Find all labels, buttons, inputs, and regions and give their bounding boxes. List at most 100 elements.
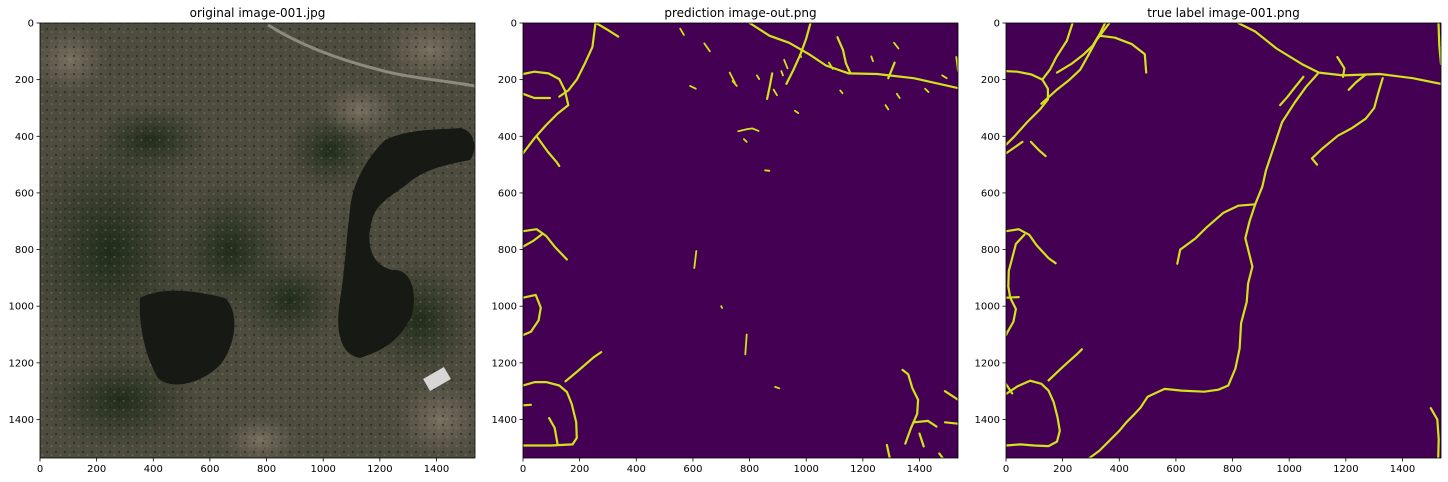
road-fragment: [884, 104, 890, 111]
road-segment: [1006, 140, 1024, 155]
road-fragment: [780, 70, 784, 77]
road-segment: [558, 23, 597, 98]
road-fragment: [743, 138, 748, 143]
x-tick-label: 400: [627, 464, 646, 475]
road-segment: [938, 452, 944, 458]
panel-title: true label image-001.png: [1147, 6, 1300, 20]
x-tick-label: 0: [1003, 464, 1009, 475]
y-tick-label: 400: [498, 132, 517, 143]
road-segment: [1310, 77, 1384, 166]
road-segment: [1055, 23, 1107, 74]
road-segment: [1347, 73, 1367, 91]
y-tick-label: 0: [28, 19, 34, 30]
prediction-mask: [523, 23, 958, 458]
building: [423, 366, 451, 392]
road-segment: [523, 92, 552, 100]
x-tick-label: 400: [144, 464, 163, 475]
y-tick-label: 800: [498, 245, 517, 256]
y-tick-label: 600: [498, 188, 517, 199]
x-tick-label: 0: [520, 464, 526, 475]
road-fragment: [737, 127, 760, 133]
x-tick-label: 1000: [1276, 464, 1301, 475]
road-segment: [594, 23, 620, 38]
x-tick-label: 1000: [310, 464, 335, 475]
x-tick-label: 1200: [850, 464, 875, 475]
aerial-photo: [40, 23, 475, 458]
road-fragment: [693, 250, 698, 269]
road-segment: [1176, 72, 1319, 265]
x-tick-label: 600: [200, 464, 219, 475]
y-tick-label: 200: [498, 75, 517, 86]
x-tick-label: 800: [1223, 464, 1242, 475]
road-fragment: [689, 85, 697, 90]
road-segment: [943, 390, 958, 401]
panel-title: prediction image-out.png: [664, 6, 816, 20]
road-segment: [1437, 23, 1441, 66]
y-tick-label: 0: [994, 19, 1000, 30]
road-fragment: [828, 61, 834, 70]
road-segment: [1098, 34, 1148, 74]
x-tick-label: 0: [37, 464, 43, 475]
road-segment: [523, 293, 542, 337]
y-tick-label: 1000: [975, 302, 1000, 313]
road-segment: [918, 432, 925, 448]
road-segment: [887, 61, 896, 80]
road-segment: [885, 443, 891, 458]
y-tick-label: 1200: [492, 358, 517, 369]
road-fragment: [756, 74, 761, 80]
road-segment: [1278, 75, 1305, 107]
y-tick-label: 1000: [492, 302, 517, 313]
photo-road: [267, 23, 475, 88]
y-tick-label: 1200: [9, 358, 34, 369]
road-fragment: [703, 42, 711, 53]
true-label-mask: [1006, 23, 1441, 458]
y-tick-label: 800: [15, 245, 34, 256]
road-segment: [1006, 379, 1061, 448]
road-fragment: [764, 169, 771, 172]
x-tick-label: 1200: [367, 464, 392, 475]
y-tick-label: 1400: [975, 415, 1000, 426]
x-tick-label: 800: [740, 464, 759, 475]
road-segment: [523, 403, 533, 407]
road-fragment: [772, 88, 778, 97]
x-tick-label: 200: [1053, 464, 1072, 475]
panel-title: original image-001.jpg: [190, 6, 326, 20]
x-tick-label: 1400: [1390, 464, 1415, 475]
road-fragment: [941, 74, 948, 80]
x-tick-label: 200: [570, 464, 589, 475]
road-segment: [901, 368, 920, 445]
road-fragment: [720, 305, 723, 309]
panel-prediction: prediction image-out.png 0 200 400 600 800 10…: [492, 6, 959, 475]
road-segment: [564, 351, 603, 383]
road-segment: [765, 72, 774, 101]
road-segment: [536, 136, 561, 168]
y-tick-label: 1400: [492, 415, 517, 426]
y-tick-label: 800: [981, 245, 1000, 256]
road-segment: [1006, 228, 1057, 265]
road-fragment: [870, 55, 874, 63]
x-tick-label: 200: [87, 464, 106, 475]
panel-original: original image-001.jpg 0 200 400 600 800 1000…: [9, 6, 476, 475]
road-segment: [1006, 296, 1020, 299]
road-fragment: [924, 87, 930, 93]
road-fragment: [679, 27, 685, 36]
x-tick-label: 800: [257, 464, 276, 475]
y-tick-label: 200: [981, 75, 1000, 86]
x-tick-label: 600: [1166, 464, 1185, 475]
x-tick-label: 400: [1110, 464, 1129, 475]
road-segment: [1237, 23, 1441, 86]
road-segment: [912, 419, 938, 428]
road-fragment: [731, 80, 738, 87]
lake-east: [338, 128, 475, 358]
road-segment: [523, 70, 570, 155]
road-fragment: [728, 71, 736, 84]
road-segment: [1040, 23, 1111, 105]
y-tick-label: 400: [15, 132, 34, 143]
road-segment: [943, 421, 958, 425]
y-tick-label: 1200: [975, 358, 1000, 369]
road-fragment: [794, 109, 800, 114]
road-fragment: [744, 333, 748, 356]
road-fragment: [783, 58, 789, 70]
road-segment: [748, 23, 958, 90]
